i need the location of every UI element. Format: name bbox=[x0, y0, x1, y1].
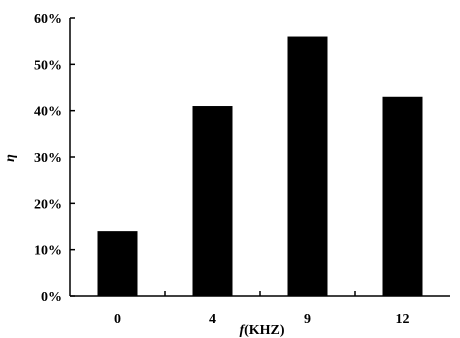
y-tick-label: 20% bbox=[34, 197, 62, 212]
x-tick-label: 4 bbox=[209, 312, 216, 327]
x-axis-tick-labels: 0 4 9 12 bbox=[114, 291, 410, 327]
y-axis-title: η bbox=[3, 154, 18, 162]
y-tick-label: 30% bbox=[34, 151, 62, 166]
bar bbox=[382, 96, 423, 297]
x-tick-label: 12 bbox=[396, 312, 410, 327]
y-tick-label: 60% bbox=[34, 12, 62, 27]
y-tick-label: 0% bbox=[41, 290, 62, 305]
y-tick-label: 10% bbox=[34, 244, 62, 259]
x-tick-label: 9 bbox=[304, 312, 311, 327]
bars bbox=[97, 36, 423, 297]
y-axis-ticks: 0% 10% 20% 30% 40% 50% 60% bbox=[34, 12, 75, 305]
plot-area: 0% 10% 20% 30% 40% 50% 60% 0 4 9 12 bbox=[34, 12, 450, 327]
x-axis-title-unit: (KHZ) bbox=[244, 323, 285, 338]
bar bbox=[192, 106, 233, 297]
y-tick-label: 40% bbox=[34, 105, 62, 120]
x-tick-label: 0 bbox=[114, 312, 121, 327]
x-axis-title-variable: f bbox=[239, 323, 245, 338]
x-axis-title: f(KHZ) bbox=[239, 323, 284, 338]
bar bbox=[97, 231, 138, 296]
bar bbox=[287, 36, 328, 297]
y-tick-label: 50% bbox=[34, 58, 62, 73]
